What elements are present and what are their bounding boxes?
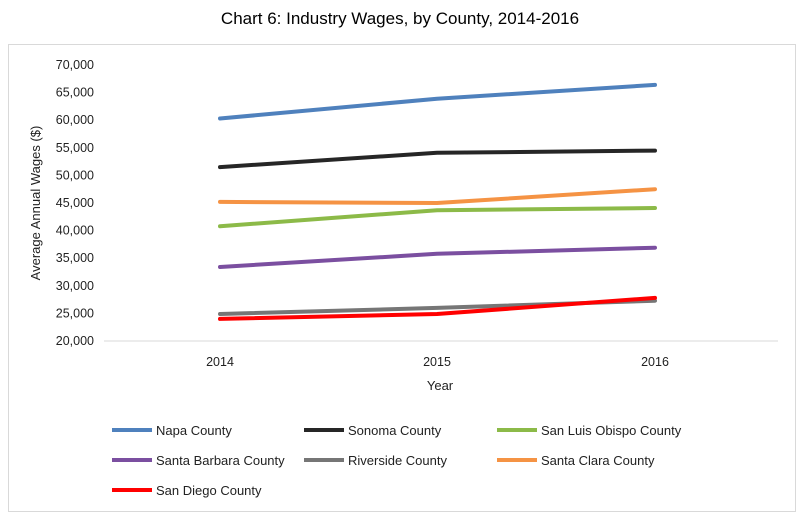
series-line: [218, 82, 657, 121]
y-tick-label: 30,000: [56, 279, 94, 293]
y-tick-label: 20,000: [56, 334, 94, 348]
legend-entry: San Luis Obispo County: [541, 423, 682, 438]
series-line: [218, 206, 657, 229]
y-tick-label: 45,000: [56, 196, 94, 210]
y-axis-ticks: 20,000 25,000 30,000 35,000 40,000 45,000 50,0…: [56, 58, 94, 348]
y-tick-label: 65,000: [56, 86, 94, 100]
chart-title: Chart 6: Industry Wages, by County, 2014…: [221, 9, 579, 28]
y-tick-label: 40,000: [56, 224, 94, 238]
x-axis-ticks: 2014 2015 2016: [206, 355, 669, 369]
series-line: [218, 187, 657, 205]
legend-entry: Sonoma County: [348, 423, 442, 438]
y-tick-label: 55,000: [56, 141, 94, 155]
series-line: [218, 148, 657, 170]
legend-entry: Santa Barbara County: [156, 453, 285, 468]
y-tick-label: 35,000: [56, 251, 94, 265]
series-lines: [218, 82, 657, 321]
series-line: [218, 245, 657, 269]
x-tick-label: 2016: [641, 355, 669, 369]
legend-entry: Napa County: [156, 423, 232, 438]
x-axis-label: Year: [427, 378, 454, 393]
legend-entry: Riverside County: [348, 453, 447, 468]
legend-entry: San Diego County: [156, 483, 262, 498]
y-tick-label: 70,000: [56, 58, 94, 72]
y-tick-label: 60,000: [56, 113, 94, 127]
y-tick-label: 25,000: [56, 306, 94, 320]
x-tick-label: 2015: [423, 355, 451, 369]
y-axis-label: Average Annual Wages ($): [28, 126, 43, 281]
chart-frame: [8, 44, 796, 512]
legend: Napa County Sonoma County San Luis Obispo …: [112, 423, 682, 498]
legend-entry: Santa Clara County: [541, 453, 655, 468]
y-tick-label: 50,000: [56, 168, 94, 182]
x-tick-label: 2014: [206, 355, 234, 369]
series-line: [218, 295, 657, 321]
